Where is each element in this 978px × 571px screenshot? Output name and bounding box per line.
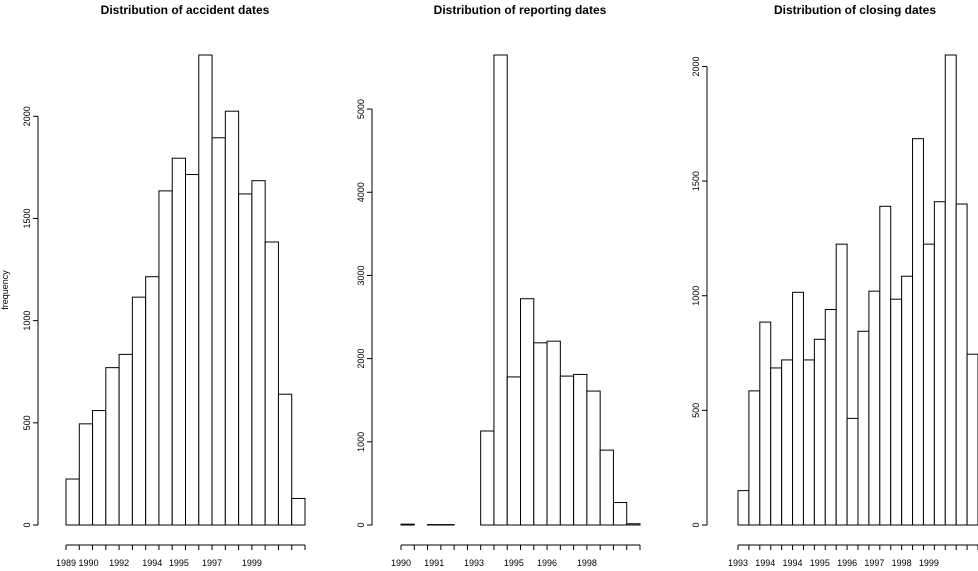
- histogram-bar: [573, 373, 588, 526]
- x-tick-label: 1993: [728, 558, 748, 568]
- histogram-bar: [933, 201, 946, 526]
- x-tick-label: 1992: [109, 558, 129, 568]
- histogram-bar: [251, 180, 266, 526]
- y-tick-label: 5000: [356, 99, 366, 119]
- histogram-bar: [792, 291, 804, 526]
- x-tick-label: 1996: [837, 558, 857, 568]
- histogram-bar: [559, 375, 575, 526]
- x-tick-label: 1998: [892, 558, 912, 568]
- x-tick-label: 1994: [783, 558, 803, 568]
- y-tick-label: 2000: [691, 56, 701, 76]
- histogram-bar: [586, 390, 601, 526]
- histogram-bar: [131, 296, 147, 526]
- histogram-bar: [835, 243, 848, 526]
- histogram-bar: [944, 54, 957, 526]
- histogram-bar: [901, 275, 914, 526]
- x-tick-label: 1995: [504, 558, 524, 568]
- closing-dates-panel: Distribution of closing dates 0 500 1000 150…: [691, 3, 978, 568]
- y-tick-label: 0: [691, 522, 701, 527]
- x-tick-label: 1996: [537, 558, 557, 568]
- histogram-bar: [748, 390, 761, 526]
- x-tick-label: 1995: [810, 558, 830, 568]
- x-tick-label: 1991: [424, 558, 444, 568]
- histogram-bar: [506, 376, 522, 526]
- histogram-bar: [922, 243, 935, 526]
- histogram-bar: [966, 353, 978, 526]
- x-tick-label: 1989: [56, 558, 76, 568]
- y-tick-label: 1000: [691, 286, 701, 306]
- x-tick-label: 1990: [79, 558, 99, 568]
- accident-dates-panel: Distribution of accident dates frequency 0…: [0, 3, 306, 568]
- y-tick-label: 0: [22, 522, 32, 527]
- x-tick-label: 1990: [391, 558, 411, 568]
- x-tick-label: 1999: [242, 558, 262, 568]
- histogram-bar: [759, 321, 772, 526]
- x-tick-label: 1997: [202, 558, 222, 568]
- histogram-bar: [802, 359, 815, 526]
- histogram-bar: [533, 342, 548, 526]
- histogram-bar: [400, 523, 415, 526]
- y-tick-label: 1500: [22, 208, 32, 228]
- histogram-bar: [824, 308, 837, 526]
- histogram-bar: [737, 490, 750, 526]
- histogram-bar: [890, 298, 903, 526]
- y-tick-label: 3000: [356, 265, 366, 285]
- y-axis-label: frequency: [0, 270, 10, 310]
- chart-title: Distribution of closing dates: [774, 3, 936, 17]
- histogram-bar: [493, 54, 508, 526]
- histogram-bar: [912, 138, 924, 526]
- x-tick-label: 1998: [577, 558, 597, 568]
- histogram-bar: [612, 502, 628, 526]
- histogram-bar: [171, 157, 187, 526]
- x-tick-label: 1995: [169, 558, 189, 568]
- chart-title: Distribution of reporting dates: [434, 3, 607, 17]
- histogram-bar: [105, 367, 120, 526]
- histogram-bar: [781, 359, 794, 526]
- histogram-bar: [520, 298, 535, 526]
- y-tick-label: 4000: [356, 182, 366, 202]
- histogram-bar: [78, 423, 94, 526]
- histogram-bar: [546, 340, 561, 526]
- y-tick-label: 500: [22, 415, 32, 430]
- histogram-bar: [813, 338, 826, 526]
- histogram-bar: [145, 276, 160, 526]
- histogram-bar: [599, 449, 614, 526]
- histogram-bar: [868, 290, 881, 526]
- chart-title: Distribution of accident dates: [101, 3, 270, 17]
- histogram-bar: [626, 523, 641, 526]
- histogram-bar: [238, 193, 253, 526]
- histogram-bar: [480, 430, 495, 526]
- histogram-bar: [185, 174, 200, 526]
- histogram-bar: [857, 330, 870, 526]
- y-tick-label: 500: [691, 403, 701, 418]
- histogram-bar: [770, 367, 783, 526]
- y-tick-label: 0: [356, 522, 366, 527]
- x-tick-label: 1994: [755, 558, 775, 568]
- x-tick-label: 1994: [142, 558, 162, 568]
- x-tick-label: 1993: [464, 558, 484, 568]
- y-tick-label: 1000: [22, 311, 32, 331]
- histogram-bar: [65, 478, 80, 526]
- y-tick-label: 1500: [691, 171, 701, 191]
- histogram-bar: [291, 497, 306, 526]
- x-tick-label: 1999: [919, 558, 939, 568]
- y-tick-label: 2000: [22, 106, 32, 126]
- histogram-bar: [198, 54, 213, 526]
- histogram-bar: [955, 203, 968, 526]
- reporting-dates-panel: Distribution of reporting dates 0 1000 2000…: [356, 3, 641, 568]
- y-tick-label: 2000: [356, 349, 366, 369]
- histogram-bar: [211, 137, 226, 526]
- histogram-bar: [158, 190, 173, 526]
- histogram-bar: [224, 110, 240, 526]
- histogram-bar: [277, 393, 293, 526]
- x-tick-label: 1997: [864, 558, 884, 568]
- histogram-bar: [92, 410, 107, 526]
- y-tick-label: 1000: [356, 432, 366, 452]
- histogram-bar: [264, 241, 279, 526]
- histogram-bar: [879, 205, 892, 526]
- histogram-bar: [118, 353, 133, 526]
- histogram-bar: [846, 417, 859, 526]
